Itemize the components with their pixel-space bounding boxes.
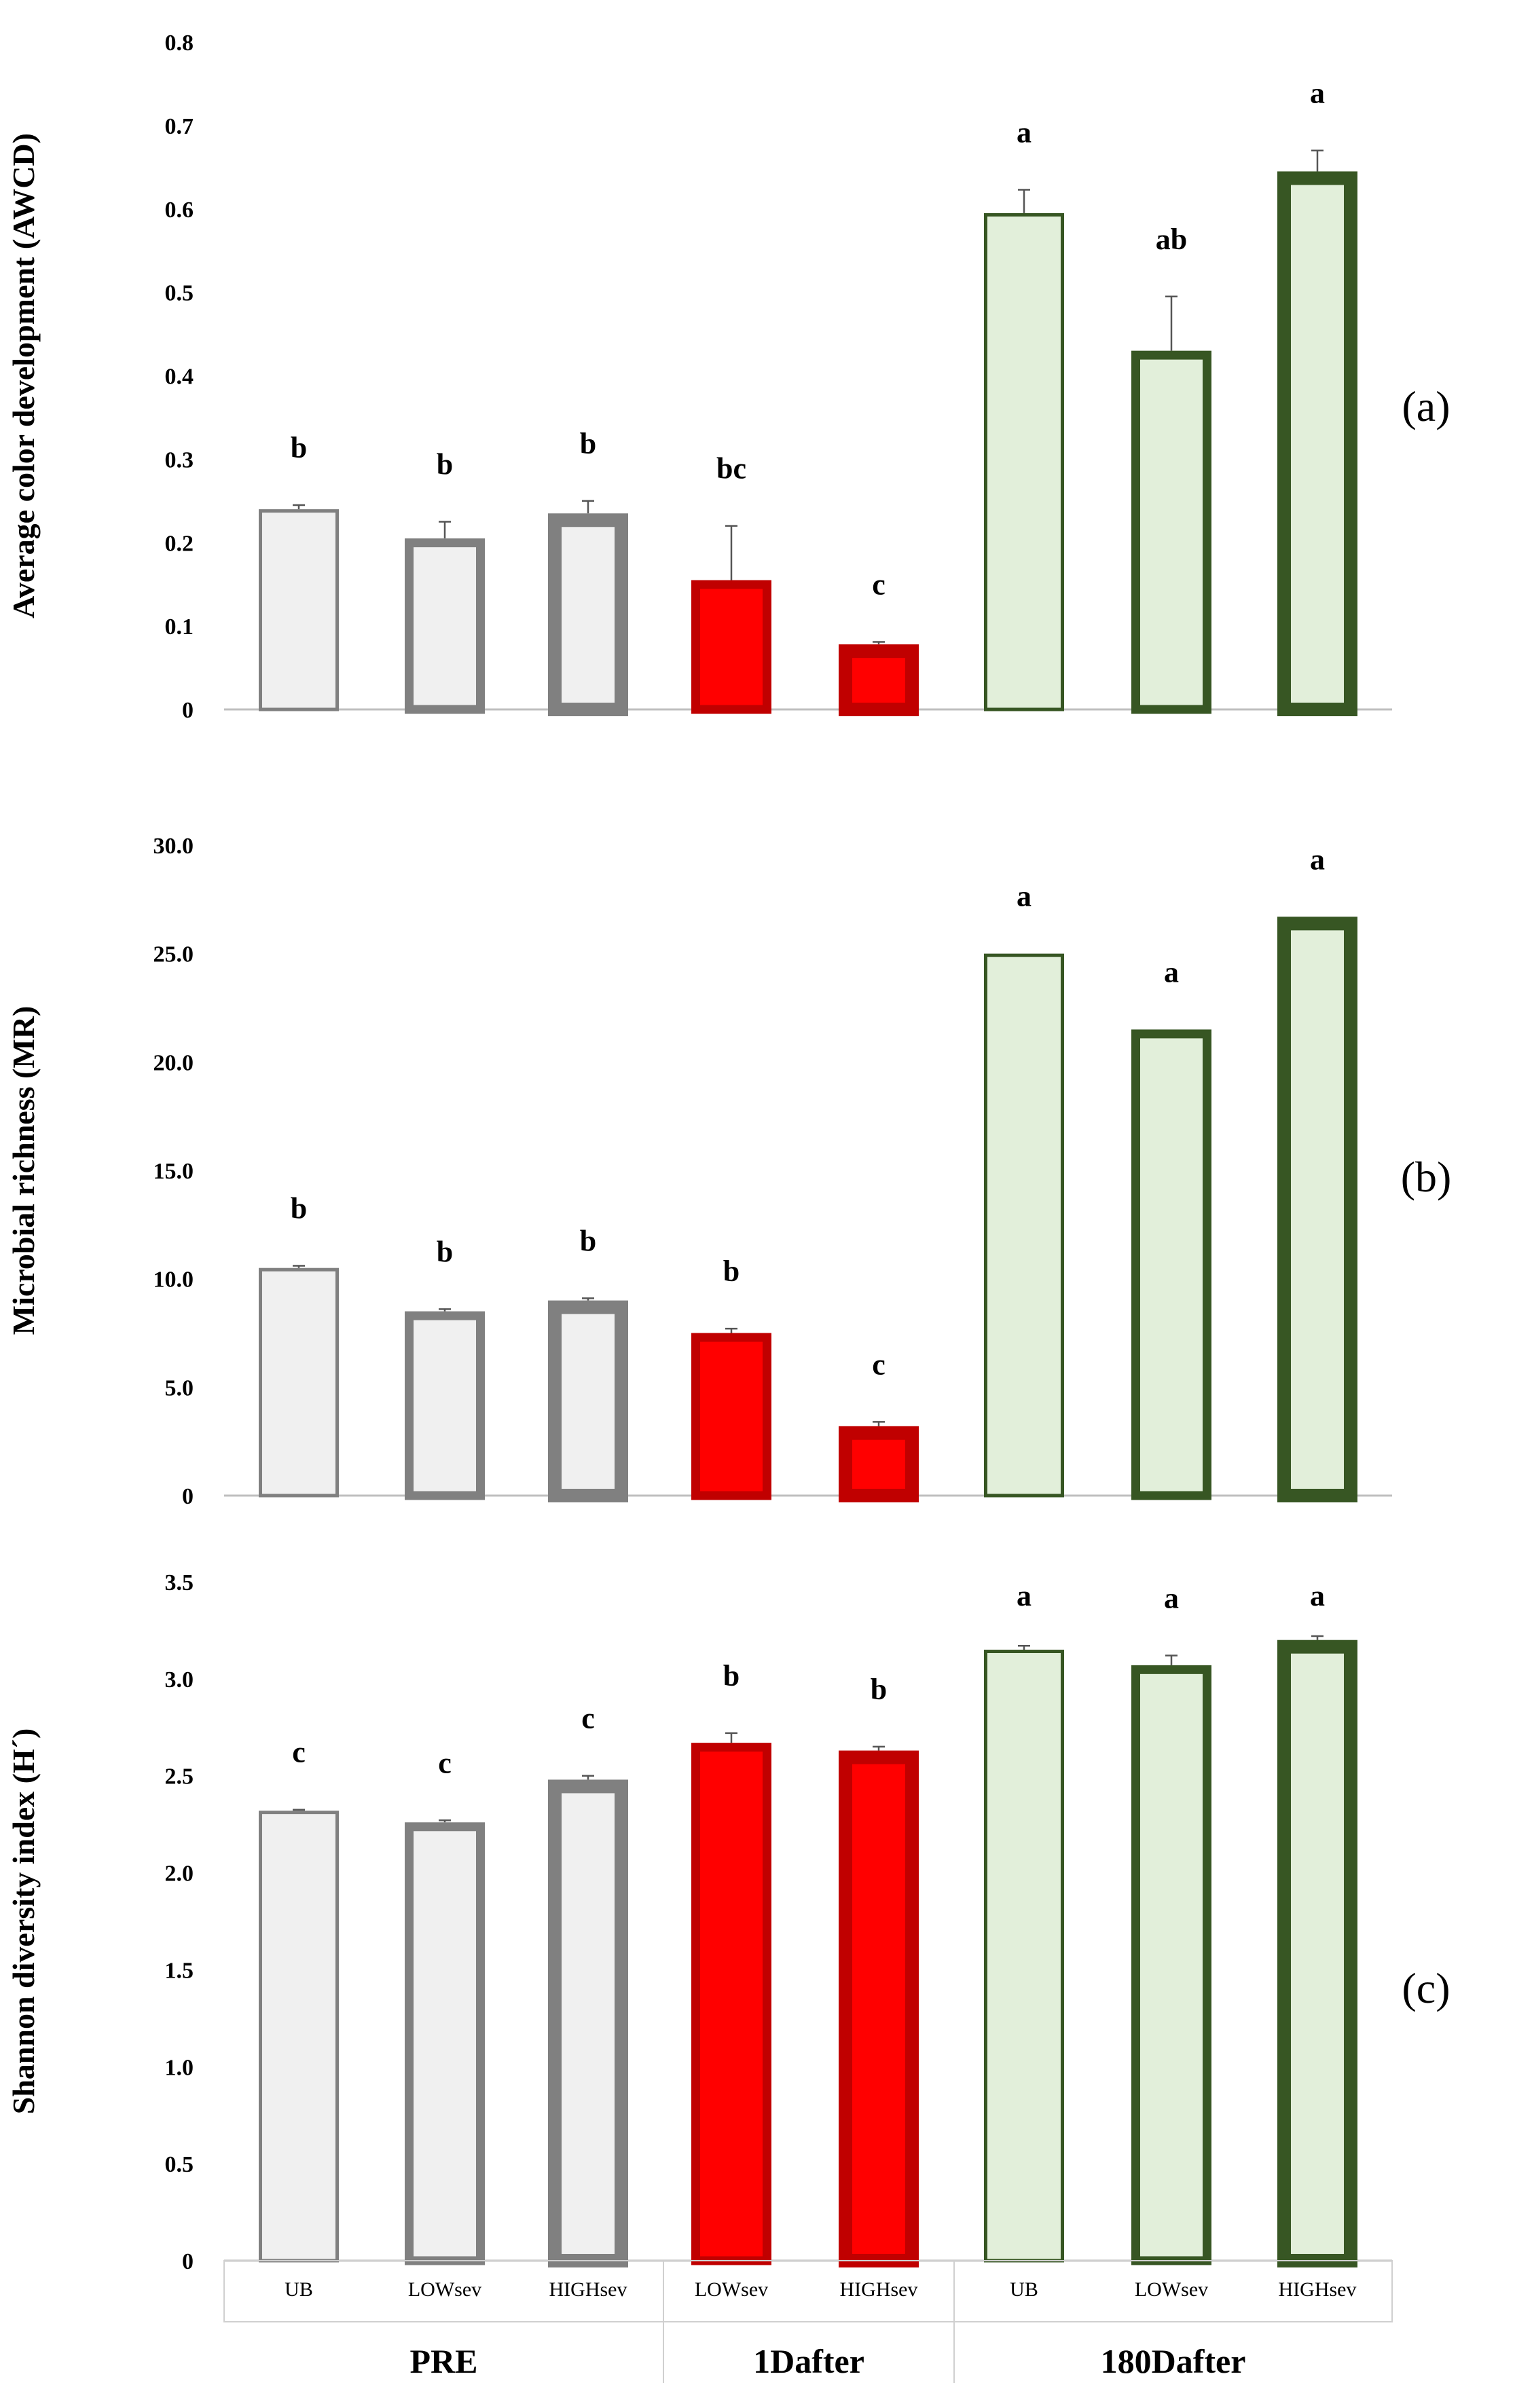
chart-panel-1: Average color development (AWCD) 0 0.1 0.2 0… xyxy=(6,31,1450,723)
significance-letter: a xyxy=(1017,115,1032,149)
significance-letter: a xyxy=(1017,880,1032,913)
bar-pre-highsev xyxy=(548,513,628,717)
x-category-axis: UB LOWsev HIGHsev LOWsev HIGHsev UB LOWsev HIGH… xyxy=(223,2260,1393,2383)
y-tick-label: 0.8 xyxy=(165,31,194,56)
x-category-label: HIGHsev xyxy=(549,2278,627,2301)
category-box xyxy=(223,2260,1393,2322)
significance-letter: c xyxy=(438,1746,452,1779)
x-group-label: 1Dafter xyxy=(753,2342,864,2380)
chart-panel-3: Shannon diversity index (H´) 0 0.5 1.0 1.5 2.… xyxy=(6,1570,1450,2274)
bar-180dafter-highsev xyxy=(1277,1640,1357,2268)
bar-180dafter-ub xyxy=(984,953,1064,1498)
x-category-label: LOWsev xyxy=(408,2278,481,2301)
bar-1dafter-lowsev xyxy=(691,580,771,714)
y-tick-label: 0 xyxy=(182,698,194,723)
significance-letter: a xyxy=(1310,1579,1325,1612)
bar-1dafter-highsev xyxy=(839,1750,919,2268)
y-tick-label: 20.0 xyxy=(153,1050,194,1075)
significance-letter: ab xyxy=(1156,223,1187,256)
bar-pre-lowsev xyxy=(405,538,485,714)
significance-letter: c xyxy=(872,568,886,601)
y-tick-label: 0.4 xyxy=(165,365,194,390)
y-tick-label: 3.0 xyxy=(165,1667,194,1692)
significance-letter: b xyxy=(580,427,596,460)
panel-label: (a) xyxy=(1402,382,1450,430)
x-category-label: HIGHsev xyxy=(840,2278,918,2301)
y-tick-label: 2.5 xyxy=(165,1764,194,1790)
significance-letter: a xyxy=(1310,77,1325,110)
y-axis-title: Shannon diversity index (H´) xyxy=(6,1728,41,2115)
significance-letter: b xyxy=(291,431,307,464)
bar-1dafter-lowsev xyxy=(691,1333,771,1500)
bar-180dafter-lowsev xyxy=(1131,1029,1211,1500)
significance-letter: b xyxy=(291,1192,307,1225)
significance-letter: c xyxy=(872,1348,886,1381)
bar-pre-highsev xyxy=(548,1779,628,2267)
x-category-label: LOWsev xyxy=(1135,2278,1208,2301)
panel-label: (b) xyxy=(1401,1153,1452,1201)
y-tick-label: 0.7 xyxy=(165,114,194,139)
significance-letter: b xyxy=(871,1673,887,1706)
y-tick-label: 0.3 xyxy=(165,447,194,473)
significance-letter: b xyxy=(437,448,453,481)
x-category-label: UB xyxy=(285,2278,313,2301)
significance-letter: c xyxy=(292,1736,306,1769)
bar-180dafter-highsev xyxy=(1277,171,1357,716)
y-tick-label: 0.5 xyxy=(165,2152,194,2177)
significance-letter: b xyxy=(580,1224,596,1257)
bar-pre-lowsev xyxy=(405,1311,485,1500)
significance-letter: c xyxy=(581,1702,595,1735)
y-tick-label: 30.0 xyxy=(153,834,194,859)
y-tick-label: 0 xyxy=(182,2249,194,2274)
significance-letter: bc xyxy=(716,452,746,485)
bar-1dafter-lowsev xyxy=(691,1743,771,2265)
bar-180dafter-ub xyxy=(984,1650,1064,2263)
bar-1dafter-highsev xyxy=(839,1426,919,1502)
y-tick-label: 1.5 xyxy=(165,1958,194,1983)
bar-180dafter-ub xyxy=(984,212,1064,711)
bar-180dafter-lowsev xyxy=(1131,1665,1211,2265)
y-tick-label: 0.6 xyxy=(165,198,194,223)
bar-pre-lowsev xyxy=(405,1822,485,2265)
bar-180dafter-lowsev xyxy=(1131,350,1211,714)
y-tick-label: 0.1 xyxy=(165,614,194,640)
bar-pre-ub xyxy=(259,1267,339,1498)
bar-pre-ub xyxy=(259,1811,339,2263)
y-tick-label: 25.0 xyxy=(153,942,194,967)
x-category-label: HIGHsev xyxy=(1279,2278,1357,2301)
significance-letter: a xyxy=(1164,955,1179,988)
y-tick-label: 0.5 xyxy=(165,281,194,306)
significance-letter: a xyxy=(1164,1582,1179,1615)
y-tick-label: 3.5 xyxy=(165,1570,194,1595)
panel-label: (c) xyxy=(1402,1964,1450,2012)
chart-panel-2: Microbial richness (MR) 0 5.0 10.0 15.0 20.0 2… xyxy=(6,834,1451,1509)
significance-letter: b xyxy=(723,1659,740,1692)
x-group-label: 180Dafter xyxy=(1101,2342,1246,2380)
significance-letter: a xyxy=(1017,1579,1032,1612)
y-tick-label: 5.0 xyxy=(165,1375,194,1401)
significance-letter: b xyxy=(723,1255,740,1288)
bar-pre-highsev xyxy=(548,1300,628,1502)
bar-180dafter-highsev xyxy=(1277,916,1357,1502)
y-tick-label: 2.0 xyxy=(165,1861,194,1887)
y-axis-title: Microbial richness (MR) xyxy=(6,1006,41,1335)
y-tick-label: 0 xyxy=(182,1484,194,1509)
y-axis-title: Average color development (AWCD) xyxy=(6,133,41,618)
y-tick-label: 15.0 xyxy=(153,1159,194,1184)
x-category-label: LOWsev xyxy=(695,2278,768,2301)
x-group-label: PRE xyxy=(410,2342,478,2380)
significance-letter: a xyxy=(1310,842,1325,876)
x-category-label: UB xyxy=(1010,2278,1038,2301)
bar-pre-ub xyxy=(259,509,339,711)
y-tick-label: 1.0 xyxy=(165,2055,194,2080)
y-tick-label: 0.2 xyxy=(165,531,194,556)
bar-1dafter-highsev xyxy=(839,644,919,716)
significance-letter: b xyxy=(437,1235,453,1268)
y-tick-label: 10.0 xyxy=(153,1267,194,1293)
